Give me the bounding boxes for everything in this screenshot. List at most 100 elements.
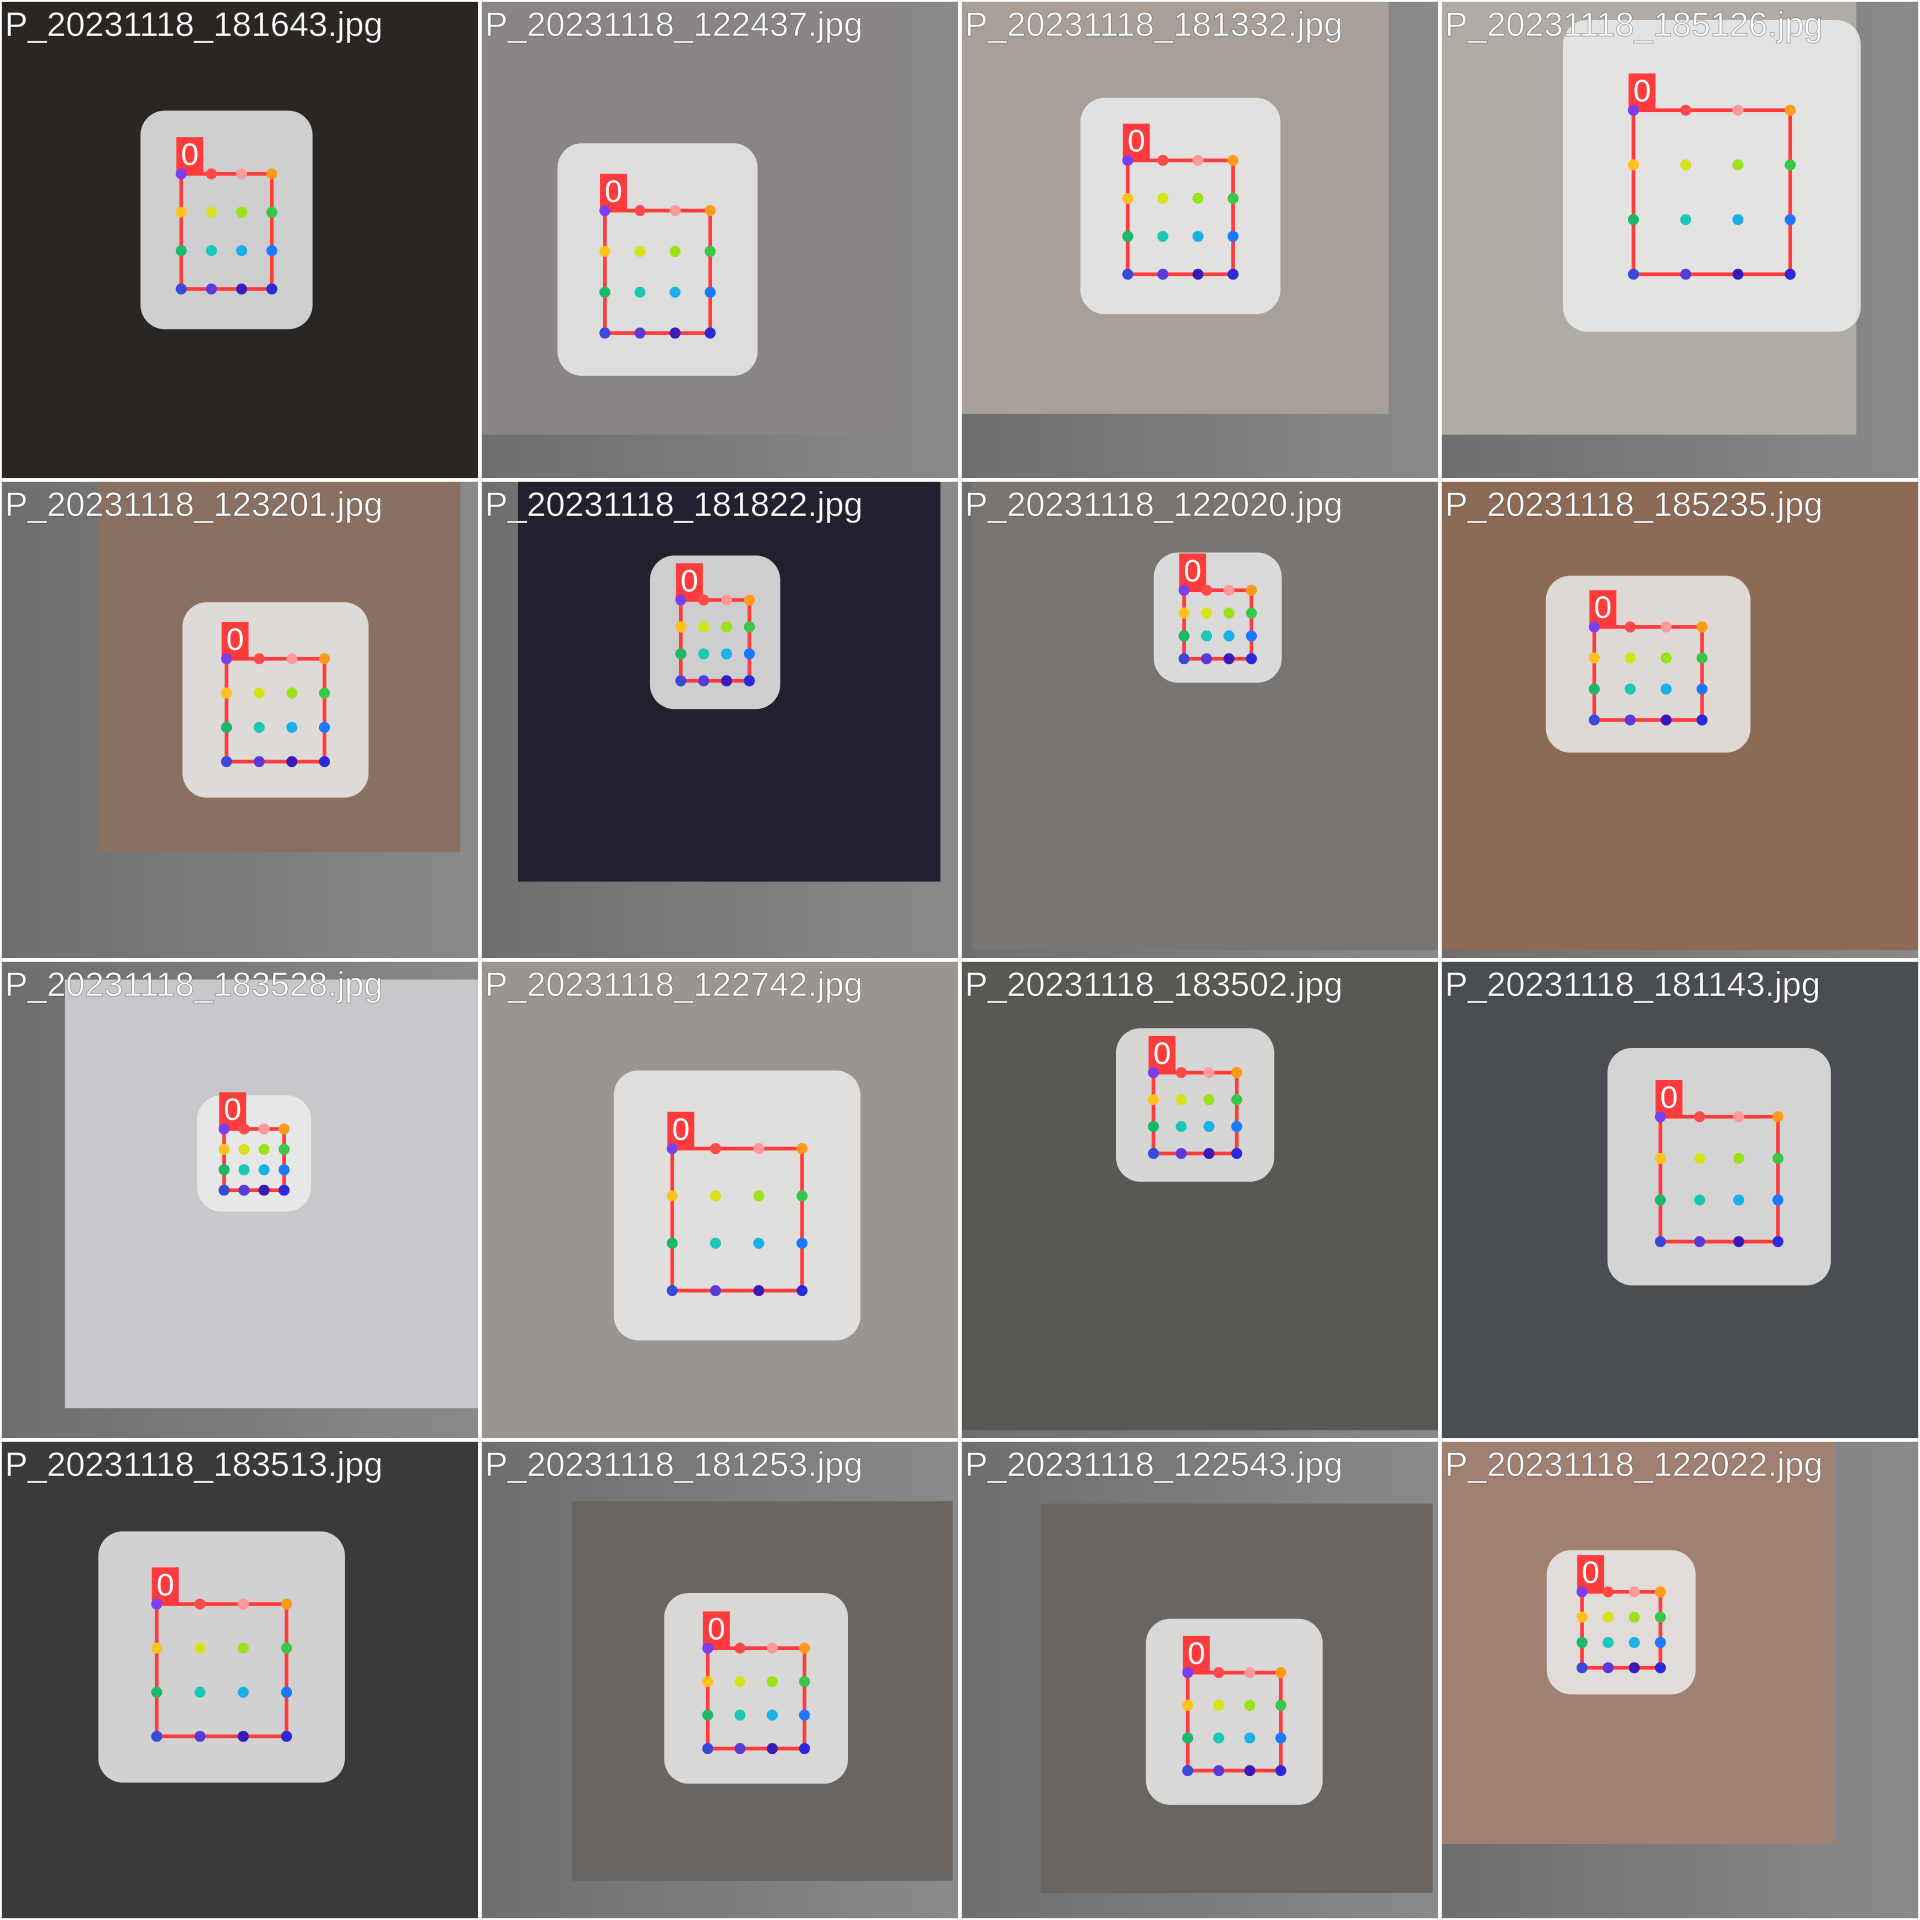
class-label-bg xyxy=(151,1567,179,1605)
keypoint xyxy=(669,205,681,217)
keypoint xyxy=(1275,1699,1287,1711)
keypoint xyxy=(743,621,755,633)
keypoint xyxy=(1733,1111,1745,1123)
bounding-box xyxy=(154,1602,289,1739)
filename: P_20231118_181143.jpg xyxy=(1445,966,1820,1004)
keypoint xyxy=(318,721,330,733)
keypoint xyxy=(1733,1194,1745,1206)
keypoint xyxy=(1624,683,1636,695)
keypoint xyxy=(1175,1121,1187,1133)
keypoint xyxy=(599,205,611,217)
keypoint xyxy=(151,1642,163,1654)
bounding-box xyxy=(1151,1070,1239,1156)
keypoint xyxy=(1588,621,1600,633)
keypoint xyxy=(1680,159,1692,171)
keypoint xyxy=(1576,1662,1588,1674)
keypoint xyxy=(1227,268,1239,280)
class-label: 0 xyxy=(1153,1035,1171,1071)
keypoint xyxy=(281,1686,293,1698)
keypoint xyxy=(1192,268,1204,280)
keypoint xyxy=(710,1285,722,1297)
keypoint xyxy=(253,653,265,665)
mosaic-tile: 0 P_20231118_181822.jpg xyxy=(478,478,962,962)
keypoint xyxy=(1182,1732,1194,1744)
keypoint xyxy=(1122,268,1134,280)
filename: P_20231118_123201.jpg xyxy=(5,486,383,524)
keypoint xyxy=(1245,630,1257,642)
class-label-bg xyxy=(1628,73,1656,111)
keypoint xyxy=(766,1743,778,1755)
keypoint xyxy=(1213,1765,1225,1777)
keypoint xyxy=(1654,1236,1666,1248)
shirt xyxy=(1145,1618,1323,1805)
keypoint xyxy=(218,1123,230,1135)
mosaic-tile: 0 P_20231118_183513.jpg xyxy=(0,1438,482,1920)
keypoint xyxy=(1627,214,1639,226)
keypoint xyxy=(1660,621,1672,633)
keypoint xyxy=(205,283,217,295)
keypoint xyxy=(1175,1067,1187,1079)
keypoint xyxy=(734,1642,746,1654)
keypoint xyxy=(1772,1111,1784,1123)
keypoint xyxy=(1732,104,1744,116)
keypoint xyxy=(1231,1094,1243,1106)
shirt xyxy=(1607,1048,1831,1286)
keypoint xyxy=(796,1285,808,1297)
keypoint xyxy=(675,675,687,687)
keypoint xyxy=(1732,159,1744,171)
keypoint xyxy=(236,168,248,180)
keypoint xyxy=(1147,1147,1159,1159)
keypoint xyxy=(634,205,646,217)
keypoint xyxy=(702,1743,714,1755)
mosaic-tile: 0 P_20231118_183528.jpg xyxy=(0,958,482,1442)
mosaic-tile: 0 P_20231118_122437.jpg xyxy=(478,0,962,482)
keypoint xyxy=(766,1676,778,1688)
keypoint xyxy=(1733,1152,1745,1164)
keypoint xyxy=(599,245,611,257)
filename: P_20231118_181643.jpg xyxy=(5,6,383,44)
keypoint xyxy=(698,648,710,660)
keypoint xyxy=(734,1676,746,1688)
filename: P_20231118_185126.jpg xyxy=(1445,6,1823,44)
keypoint xyxy=(238,1123,250,1135)
shirt xyxy=(197,1095,312,1212)
shirt xyxy=(613,1070,861,1341)
keypoint xyxy=(798,1743,810,1755)
keypoint xyxy=(766,1642,778,1654)
keypoint xyxy=(1680,214,1692,226)
keypoint xyxy=(1223,653,1235,665)
keypoint xyxy=(753,1143,765,1155)
keypoint xyxy=(1201,584,1213,596)
keypoint xyxy=(1696,652,1708,664)
class-label-bg xyxy=(1655,1080,1683,1117)
mosaic-tile: 0 P_20231118_122022.jpg xyxy=(1438,1438,1920,1920)
keypoint xyxy=(266,283,278,295)
keypoint xyxy=(253,721,265,733)
keypoint xyxy=(238,1184,250,1196)
bounding-box xyxy=(222,1127,286,1193)
shirt xyxy=(1562,19,1861,332)
keypoint xyxy=(266,206,278,218)
keypoint xyxy=(286,653,298,665)
keypoint xyxy=(599,327,611,339)
keypoint xyxy=(1772,1236,1784,1248)
mosaic-tile: 0 P_20231118_185126.jpg xyxy=(1438,0,1920,482)
keypoint xyxy=(237,1642,249,1654)
keypoint xyxy=(1192,192,1204,204)
keypoint xyxy=(1588,714,1600,726)
keypoint xyxy=(318,653,330,665)
keypoint xyxy=(1654,1586,1666,1598)
keypoint xyxy=(236,245,248,257)
keypoint xyxy=(1694,1111,1706,1123)
keypoint xyxy=(798,1642,810,1654)
keypoint xyxy=(1201,607,1213,619)
keypoint xyxy=(721,594,733,606)
keypoint xyxy=(286,756,298,768)
keypoint xyxy=(221,721,233,733)
keypoint xyxy=(205,206,217,218)
keypoint xyxy=(194,1642,206,1654)
keypoint xyxy=(258,1184,270,1196)
keypoint xyxy=(1147,1094,1159,1106)
keypoint xyxy=(221,687,233,699)
